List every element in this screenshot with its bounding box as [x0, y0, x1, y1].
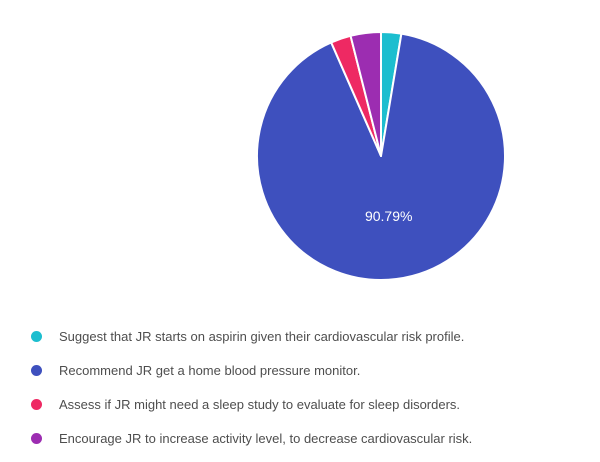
- legend-item-label: Recommend JR get a home blood pressure m…: [59, 362, 361, 378]
- legend-color-dot: [31, 330, 42, 342]
- legend-item-aspirin[interactable]: Suggest that JR starts on aspirin given …: [31, 319, 472, 353]
- chart-legend: Suggest that JR starts on aspirin given …: [31, 319, 472, 455]
- legend-item-bp-monitor[interactable]: Recommend JR get a home blood pressure m…: [31, 353, 472, 387]
- pie-slice[interactable]: [349, 31, 382, 157]
- legend-item-sleep-study[interactable]: Assess if JR might need a sleep study to…: [31, 387, 472, 421]
- legend-item-activity-level[interactable]: Encourage JR to increase activity level,…: [31, 421, 472, 455]
- legend-item-label: Encourage JR to increase activity level,…: [59, 430, 473, 446]
- pie-slice-percent-label: 90.79%: [365, 208, 412, 224]
- legend-item-label: Assess if JR might need a sleep study to…: [59, 396, 461, 412]
- legend-color-dot: [31, 432, 42, 444]
- legend-color-dot: [31, 364, 42, 376]
- legend-color-dot: [31, 398, 42, 410]
- legend-item-label: Suggest that JR starts on aspirin given …: [59, 328, 465, 344]
